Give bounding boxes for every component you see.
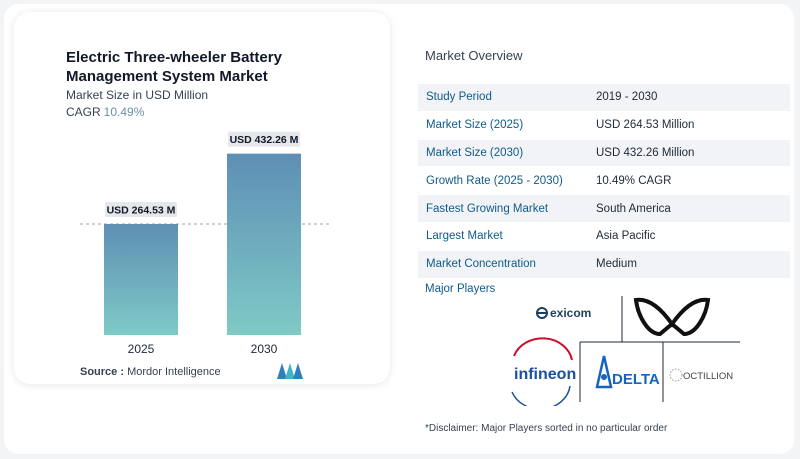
cagr-row: CAGR 10.49% <box>66 105 144 119</box>
row-key: Market Concentration <box>418 250 588 279</box>
row-key: Market Size (2025) <box>418 111 588 140</box>
row-key: Market Size (2030) <box>418 139 588 168</box>
major-players-logos: exicom infineon DELTA OCTILLION <box>511 296 740 406</box>
overview-title: Market Overview <box>425 48 523 63</box>
market-overview-table: Study Period 2019 - 2030 Market Size (202… <box>418 84 790 279</box>
source-label: Source : <box>80 366 125 378</box>
bar-2030 <box>227 153 301 335</box>
disclaimer-text: *Disclaimer: Major Players sorted in no … <box>425 423 668 434</box>
table-row: Growth Rate (2025 - 2030) 10.49% CAGR <box>418 166 790 196</box>
chart-card <box>14 12 390 384</box>
octillion-text: OCTILLION <box>683 371 733 382</box>
mordor-logo-icon <box>277 363 303 379</box>
source-line: Source : Mordor Intelligence <box>80 366 221 378</box>
value-label-bg <box>228 131 300 147</box>
table-row: Market Concentration Medium <box>418 250 790 279</box>
row-value: 10.49% CAGR <box>588 166 790 196</box>
row-value: USD 432.26 Million <box>588 139 790 168</box>
cagr-label: CAGR <box>66 105 101 119</box>
row-value: 2019 - 2030 <box>588 84 790 112</box>
x-tick-label: 2025 <box>128 342 155 356</box>
row-key: Fastest Growing Market <box>418 194 588 223</box>
bar-chart: USD 264.53 M 2025 USD 432.26 M 2030 <box>80 131 330 356</box>
value-label: USD 432.26 M <box>230 134 299 146</box>
row-key: Largest Market <box>418 222 588 251</box>
row-value: South America <box>588 194 790 223</box>
row-key: Study Period <box>418 84 588 112</box>
cagr-value: 10.49% <box>103 105 145 119</box>
exicom-logo: exicom <box>536 306 591 320</box>
exicom-text: exicom <box>550 306 591 320</box>
value-label: USD 264.53 M <box>107 205 176 217</box>
source-text: Mordor Intelligence <box>127 366 221 378</box>
delta-icon <box>595 355 613 389</box>
chart-title: Electric Three-wheeler Battery Managemen… <box>66 49 282 85</box>
delta-logo: DELTA <box>595 355 660 389</box>
row-value: Medium <box>588 250 790 279</box>
table-row: Market Size (2030) USD 432.26 Million <box>418 139 790 168</box>
value-label-bg <box>105 202 177 218</box>
row-key: Growth Rate (2025 - 2030) <box>418 166 588 196</box>
delta-text: DELTA <box>612 371 660 388</box>
infineon-text: infineon <box>514 366 576 383</box>
bar-2025 <box>104 224 178 335</box>
row-value: Asia Pacific <box>588 222 790 251</box>
chart-subtitle: Market Size in USD Million <box>66 88 209 102</box>
exicom-icon <box>536 307 548 319</box>
table-row: Largest Market Asia Pacific <box>418 222 790 251</box>
row-value: USD 264.53 Million <box>588 111 790 140</box>
table-row: Market Size (2025) USD 264.53 Million <box>418 111 790 140</box>
wing-logo-icon <box>633 297 711 337</box>
octillion-icon <box>669 368 683 382</box>
major-players-title: Major Players <box>425 283 496 295</box>
infineon-logo: infineon <box>511 337 576 406</box>
x-tick-label: 2030 <box>251 342 278 356</box>
octillion-logo: OCTILLION <box>669 368 733 382</box>
table-row: Fastest Growing Market South America <box>418 194 790 223</box>
table-row: Study Period 2019 - 2030 <box>418 84 790 112</box>
